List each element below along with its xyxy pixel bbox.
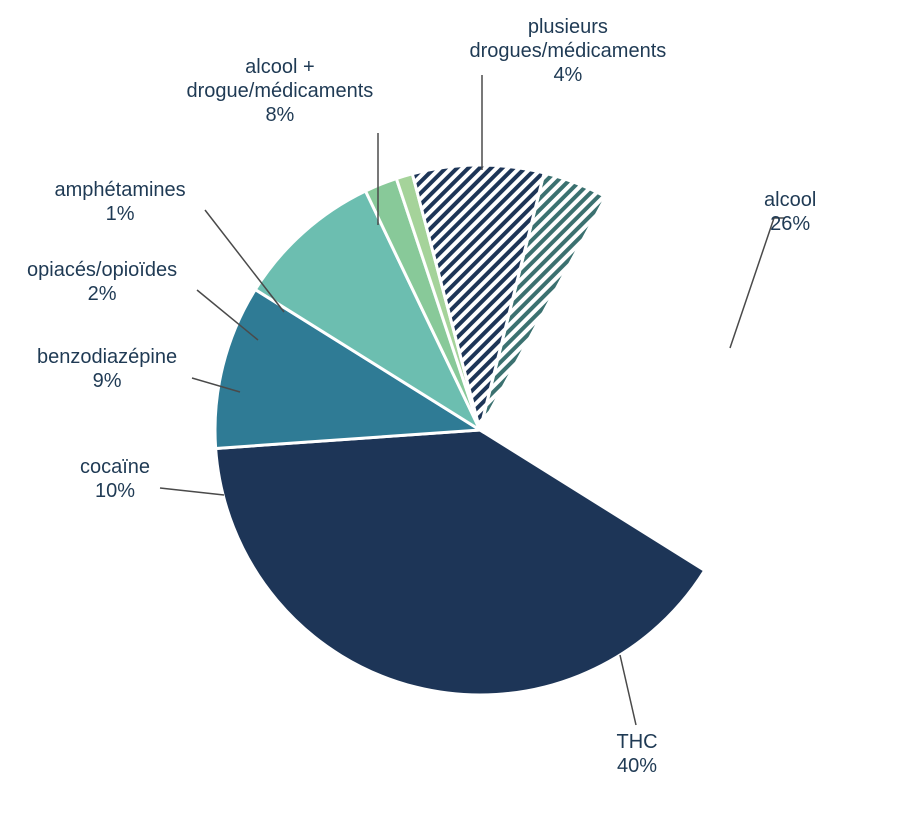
slice-label-alcdrog: alcool +drogue/médicaments8% [187,55,374,127]
slice-label-ampheta: amphétamines1% [55,178,186,226]
leader-line [205,210,284,312]
slice-label-benzo: benzodiazépine9% [37,345,177,393]
leader-line [620,655,636,725]
slice-label-thc: THC40% [617,730,658,778]
slice-label-alcool: alcool26% [764,188,816,236]
chart-container: plusieursdrogues/médicaments4% alcool26% T… [0,0,906,819]
slice-label-plusieurs: plusieursdrogues/médicaments4% [470,15,667,87]
slice-label-opiaces: opiacés/opioïdes2% [27,258,177,306]
leader-line [730,218,785,348]
slice-label-cocaine: cocaïne10% [80,455,150,503]
pie-chart [0,0,906,819]
leader-line [160,488,224,495]
